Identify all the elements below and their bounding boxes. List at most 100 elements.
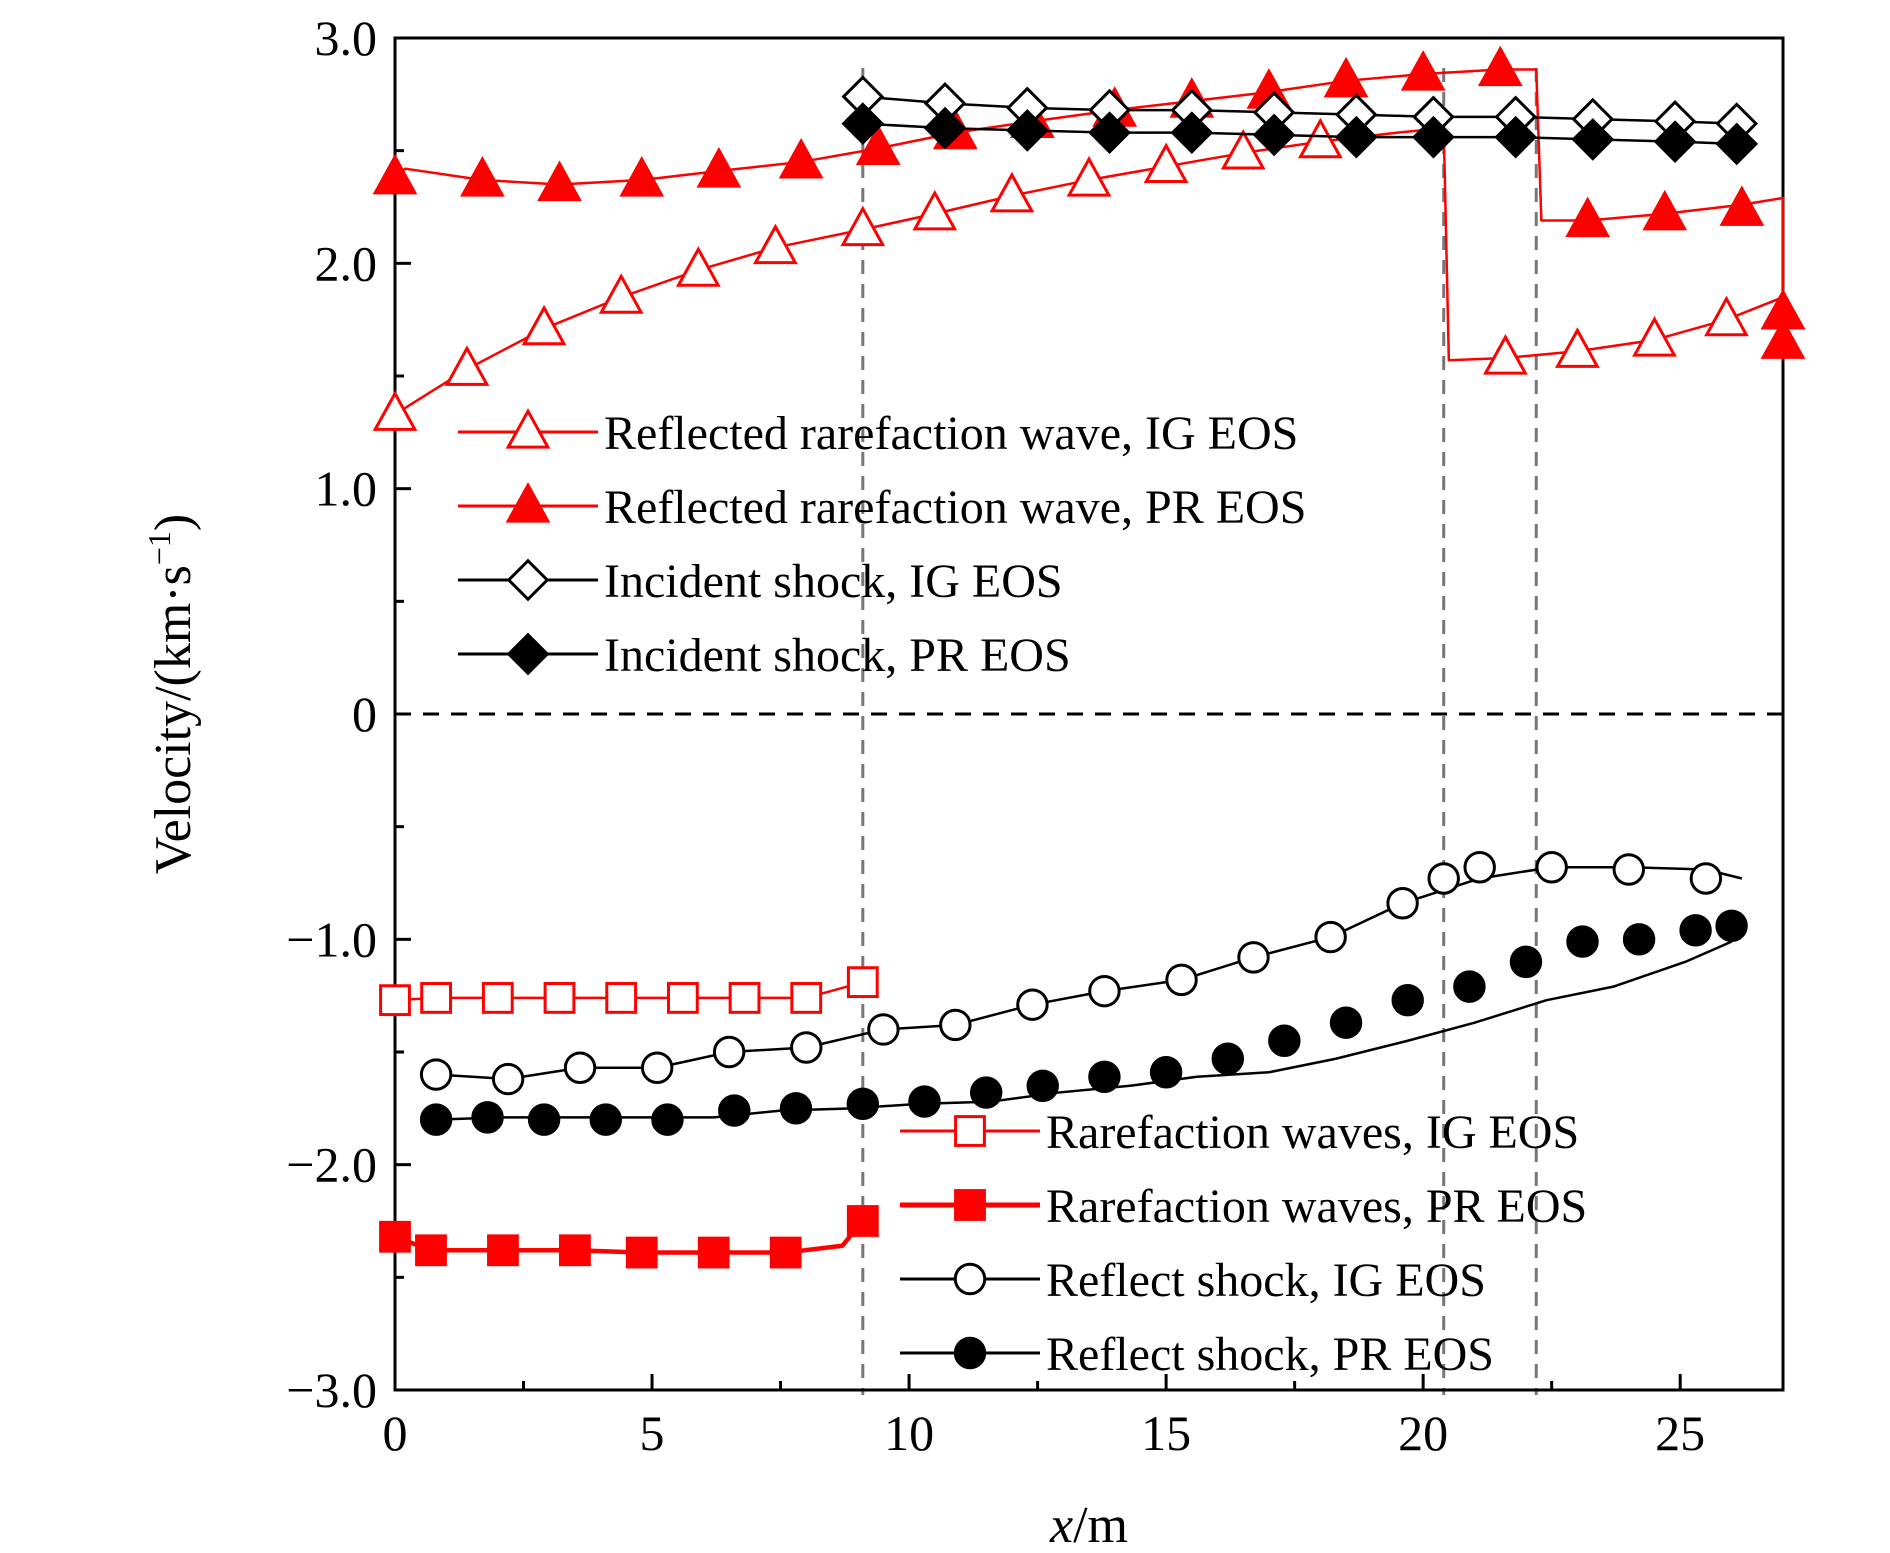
series-1 — [372, 117, 1806, 431]
data-point — [790, 1031, 823, 1064]
data-point — [1026, 1069, 1059, 1103]
x-tick-label: 5 — [640, 1405, 665, 1461]
y-axis-title-main: Velocity/(km·s — [145, 565, 202, 874]
data-point — [840, 205, 886, 247]
y-axis-title-sup: −1 — [141, 531, 177, 565]
data-point — [1386, 887, 1419, 920]
legend-marker — [954, 1189, 986, 1221]
data-point — [372, 153, 418, 195]
legend-marker — [505, 482, 551, 523]
legends: Reflected rarefaction wave, IG EOS Reflec… — [458, 407, 1587, 1381]
data-point — [1297, 117, 1343, 159]
data-point — [589, 1103, 622, 1136]
data-point — [1329, 1006, 1363, 1039]
data-point — [1391, 983, 1424, 1017]
data-point — [1689, 862, 1723, 895]
data-point — [1653, 120, 1697, 163]
data-point — [1400, 50, 1446, 91]
legend-entry: Rarefaction waves, IG EOS — [900, 1106, 1579, 1159]
data-point — [1715, 122, 1759, 166]
x-tick-label: 25 — [1655, 1405, 1705, 1461]
x-tick-label: 20 — [1398, 1405, 1448, 1461]
data-point — [1622, 923, 1656, 956]
data-point — [855, 124, 901, 166]
data-point — [1005, 109, 1049, 152]
data-point — [559, 1234, 591, 1267]
legend-marker — [954, 1115, 986, 1147]
legend-marker — [506, 632, 550, 676]
data-point — [969, 1076, 1003, 1109]
data-point — [666, 982, 699, 1014]
data-point — [460, 156, 505, 197]
y-tick-label: 0 — [352, 686, 377, 742]
data-point — [841, 102, 885, 145]
legend-label: Reflect shock, IG EOS — [1046, 1254, 1486, 1307]
data-point — [521, 304, 567, 346]
y-tick-label: 2.0 — [315, 235, 378, 291]
axes: 0 5 10 15 20 25 −3.0 −2.0 −1.0 0 1.0 2.0 3.0 — [286, 10, 1785, 1461]
data-point — [1268, 1024, 1301, 1057]
data-point — [1760, 318, 1806, 359]
data-point — [1494, 115, 1538, 159]
data-point — [1334, 115, 1378, 159]
data-point — [379, 1220, 411, 1253]
y-tick-label: −1.0 — [286, 911, 377, 967]
legend-label: Incident shock, IG EOS — [604, 555, 1063, 608]
legend-marker — [953, 1262, 987, 1296]
x-axis-title: x/m — [1049, 1497, 1128, 1553]
data-point — [1237, 941, 1270, 974]
y-tick-label: −2.0 — [286, 1137, 377, 1193]
data-point — [1066, 156, 1112, 197]
data-point — [846, 1205, 879, 1237]
legend-label: Reflected rarefaction wave, PR EOS — [604, 481, 1306, 534]
series-6 — [379, 1205, 879, 1269]
y-tick-label: 1.0 — [315, 461, 378, 517]
legend-upper: Reflected rarefaction wave, IG EOS Reflec… — [458, 407, 1306, 682]
data-point — [481, 982, 514, 1014]
series-line — [436, 865, 1743, 1081]
data-point — [444, 345, 490, 386]
data-point — [1088, 1060, 1121, 1094]
data-point — [1088, 111, 1131, 154]
data-point — [1143, 142, 1189, 184]
legend-entry: Reflected rarefaction wave, PR EOS — [458, 481, 1306, 534]
data-point — [912, 189, 958, 231]
data-point — [728, 982, 761, 1014]
legend-entry: Reflect shock, IG EOS — [900, 1254, 1486, 1307]
data-point — [1453, 970, 1486, 1003]
data-point — [769, 1236, 802, 1269]
data-point — [1323, 56, 1369, 98]
data-point — [527, 1103, 561, 1136]
data-point — [625, 1236, 658, 1269]
data-point — [1165, 963, 1198, 997]
data-point — [753, 223, 798, 265]
data-point — [415, 1234, 447, 1267]
legend-lower: Rarefaction waves, IG EOS Rarefaction wav… — [900, 1106, 1587, 1381]
data-point — [867, 1013, 900, 1046]
data-point — [1565, 196, 1611, 238]
data-point — [1252, 113, 1296, 157]
data-point — [1679, 914, 1712, 947]
data-point — [846, 1087, 880, 1121]
legend-label: Incident shock, PR EOS — [604, 629, 1071, 682]
legend-label: Rarefaction waves, IG EOS — [1046, 1106, 1579, 1159]
x-axis-title-unit: /m — [1073, 1497, 1128, 1553]
data-point — [1483, 334, 1528, 375]
reference-lines — [861, 68, 1538, 1395]
data-point — [908, 1085, 941, 1118]
data-point — [1509, 945, 1543, 979]
data-point — [1704, 295, 1749, 337]
legend-marker — [506, 558, 550, 602]
legend-label: Reflect shock, PR EOS — [1046, 1328, 1494, 1381]
series-7 — [419, 851, 1743, 1096]
data-point — [779, 1092, 813, 1125]
x-tick-label: 15 — [1141, 1405, 1191, 1461]
data-point — [1170, 111, 1214, 154]
series-8 — [419, 909, 1748, 1136]
data-point — [491, 1062, 525, 1096]
x-tick-label: 10 — [884, 1405, 934, 1461]
series-4 — [841, 102, 1759, 166]
y-tick-label: −3.0 — [286, 1362, 377, 1418]
